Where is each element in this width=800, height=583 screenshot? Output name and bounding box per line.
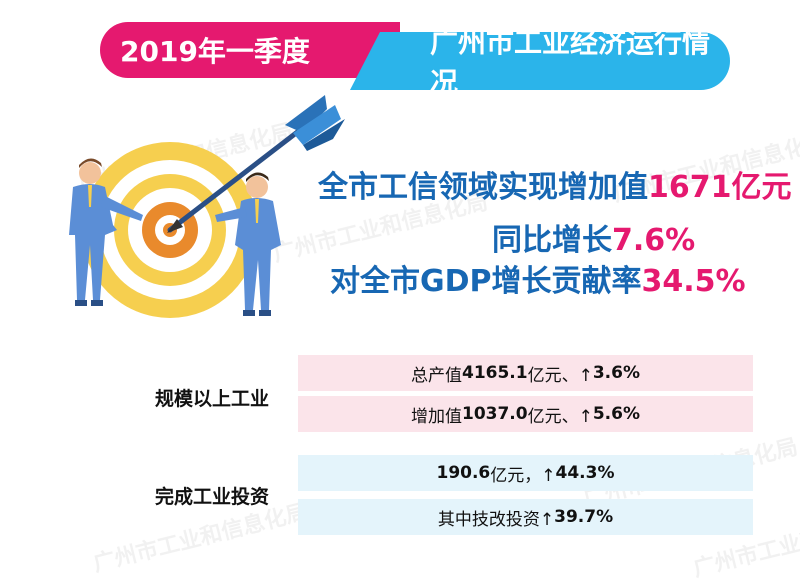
headline-growth-text: 同比增长	[492, 223, 612, 258]
headline-gdp-value: 34.5%	[641, 264, 746, 299]
industry-label: 规模以上工业	[155, 388, 270, 410]
headline-gdp-contribution: 对全市GDP增长贡献率34.5%	[330, 256, 746, 300]
headline-value-added-value: 1671亿元	[648, 170, 792, 205]
headline-value-added: 全市工信领域实现增加值1671亿元	[318, 162, 792, 206]
banner-title: 广州市工业经济运行情况	[350, 32, 730, 90]
row-rate: 44.3%	[555, 463, 615, 483]
industry-row: 增加值 1037.0 亿元、↑ 5.6%	[298, 396, 753, 432]
row-suffix: 亿元、↑	[527, 406, 593, 427]
row-suffix: 亿元，↑	[490, 465, 556, 486]
headline-growth-value: 7.6%	[612, 223, 696, 258]
row-prefix: 总产值	[410, 365, 462, 386]
headline-growth: 同比增长7.6%	[492, 215, 695, 259]
headline-gdp-text: 对全市GDP增长贡献率	[330, 264, 642, 299]
row-prefix: 增加值	[410, 406, 462, 427]
investment-label: 完成工业投资	[155, 486, 270, 508]
row-value: 1037.0	[461, 404, 528, 424]
row-rate: 39.7%	[554, 507, 614, 527]
title-banner: 2019年一季度 广州市工业经济运行情况	[100, 22, 730, 90]
banner-title-text: 广州市工业经济运行情况	[430, 26, 711, 99]
row-value: 4165.1	[461, 363, 528, 383]
businessman-icon	[215, 172, 281, 316]
headline-value-added-text: 全市工信领域实现增加值	[318, 170, 648, 205]
businessman-icon	[69, 158, 143, 306]
investment-row: 190.6 亿元，↑ 44.3%	[298, 455, 753, 491]
target-illustration	[69, 95, 345, 318]
row-rate: 5.6%	[592, 404, 640, 424]
row-suffix: 亿元、↑	[527, 365, 593, 386]
investment-row: 其中技改投资↑ 39.7%	[298, 499, 753, 535]
industry-row: 总产值 4165.1 亿元、↑ 3.6%	[298, 355, 753, 391]
row-prefix: 其中技改投资↑	[437, 509, 555, 530]
row-value: 190.6	[436, 463, 491, 483]
banner-period-text: 2019年一季度	[120, 35, 310, 68]
row-rate: 3.6%	[592, 363, 640, 383]
dart-icon	[167, 95, 345, 233]
banner-period: 2019年一季度	[100, 22, 400, 78]
